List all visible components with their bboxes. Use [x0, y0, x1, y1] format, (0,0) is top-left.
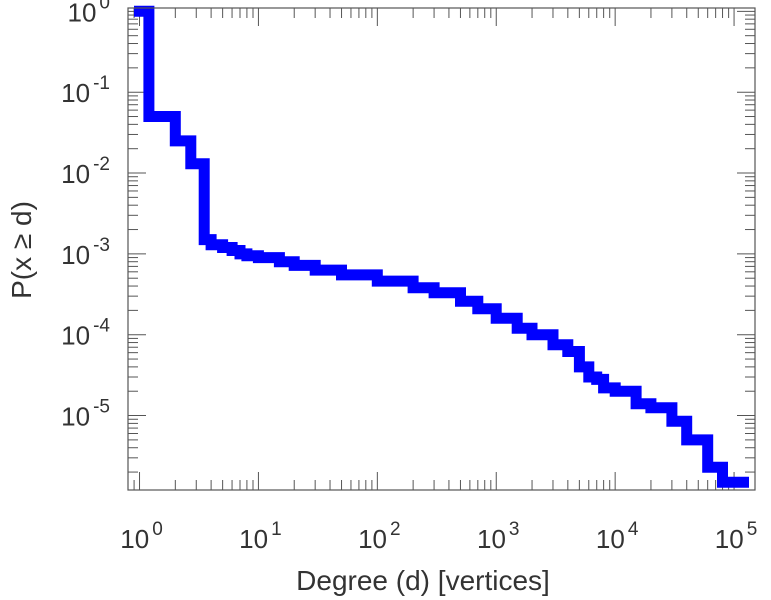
x-tick-label: 10 3: [477, 519, 520, 554]
axis-ticks: [127, 8, 755, 490]
x-tick-label: 10 1: [239, 519, 282, 554]
y-tick-label: 10 -2: [61, 154, 110, 189]
plot-frame: [127, 7, 756, 491]
x-tick-label: 10 5: [715, 519, 758, 554]
series-line: [134, 5, 749, 488]
y-tick-label: 10 -1: [61, 73, 110, 108]
y-tick-label: 10 -4: [61, 316, 110, 351]
axis-tick-labels: 10 0 10 1 10 2 10 3 10 4 10 5 10 0 10 -1 10 -2 10 -3 10 -4 10-…: [61, 0, 757, 554]
x-axis-label: Degree (d) [vertices]: [296, 565, 550, 596]
x-tick-label: 10 4: [596, 519, 639, 554]
y-tick-label: 10 -3: [61, 235, 110, 270]
x-tick-label: 10 2: [358, 519, 401, 554]
y-tick-label: 10 0: [68, 0, 111, 27]
y-tick-label: 10 -5: [61, 397, 110, 432]
x-tick-label: 10 0: [120, 519, 163, 554]
y-axis-label: P(x ≥ d): [6, 201, 37, 299]
